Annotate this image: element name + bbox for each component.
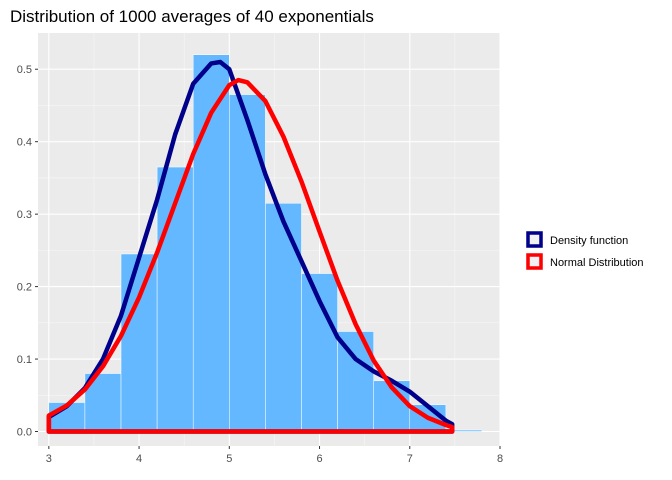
legend-swatch — [526, 231, 543, 248]
legend-key-bg — [526, 231, 543, 248]
x-tick-label: 3 — [46, 453, 52, 465]
histogram-bars — [48, 54, 483, 432]
y-tick-label: 0.1 — [17, 354, 32, 366]
x-tick-label: 6 — [316, 453, 322, 465]
histogram-bar — [265, 203, 302, 432]
x-tick-label: 8 — [497, 453, 503, 465]
series-line — [46, 77, 455, 434]
legend-key-bg — [526, 253, 543, 270]
legend-label: Normal Distribution — [550, 257, 644, 269]
chart-title: Distribution of 1000 averages of 40 expo… — [10, 7, 374, 26]
y-tick-label: 0.4 — [17, 137, 32, 149]
series-lines — [46, 59, 455, 434]
legend-label: Density function — [550, 235, 628, 247]
y-tick-label: 0.5 — [17, 64, 32, 76]
y-tick-label: 0.0 — [17, 427, 32, 439]
x-tick-label: 5 — [226, 453, 232, 465]
series-line — [46, 59, 455, 434]
y-tick-label: 0.3 — [17, 209, 32, 221]
histogram-bar — [120, 253, 158, 432]
histogram-bar — [156, 166, 194, 432]
x-tick-label: 7 — [407, 453, 413, 465]
y-tick-label: 0.2 — [17, 282, 32, 294]
axes: 0.0 0.1 0.2 0.3 0.4 0.5 3 4 5 6 7 8 — [17, 64, 503, 465]
major-gridlines — [38, 33, 501, 446]
legend: Density function Normal Distribution — [526, 231, 644, 270]
legend-swatch — [526, 253, 543, 270]
histogram-bar — [229, 94, 266, 432]
x-tick-label: 4 — [136, 453, 142, 465]
